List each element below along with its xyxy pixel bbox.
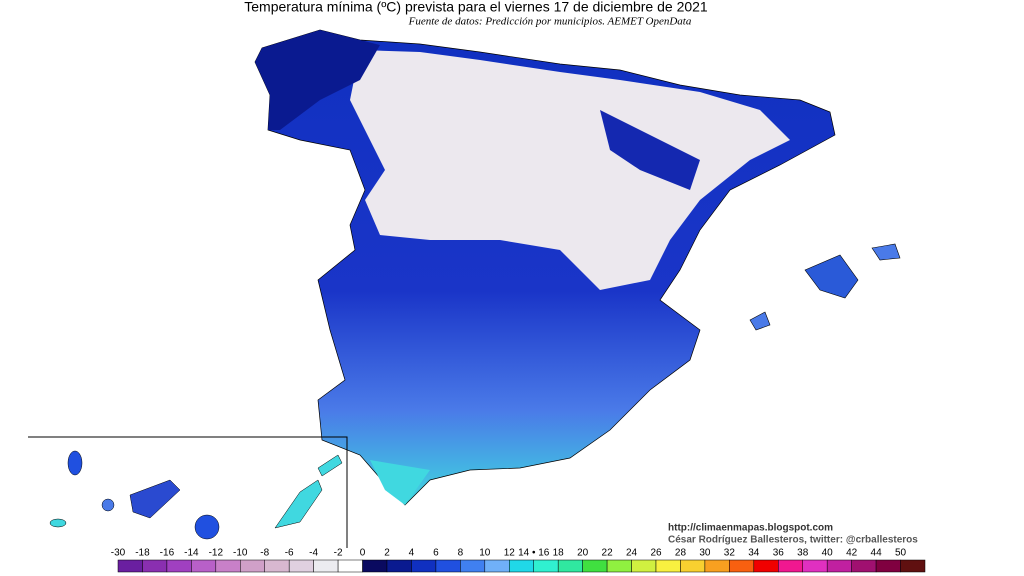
legend-swatch [533, 559, 559, 573]
legend-swatch [557, 559, 583, 573]
legend-swatch [631, 559, 657, 573]
legend-label: 18 [553, 548, 565, 559]
legend-swatch [655, 559, 681, 573]
legend-swatch [411, 559, 437, 573]
legend-swatch [606, 559, 632, 573]
legend-label: 2 [384, 548, 390, 559]
title: Temperatura mínima (ºC) prevista para el… [244, 0, 708, 15]
legend-label: 10 [479, 548, 491, 559]
legend-label: 20 [577, 548, 589, 559]
legend-swatch [900, 559, 926, 573]
legend-swatch [288, 559, 314, 573]
legend-label: 24 [626, 548, 638, 559]
legend-label: -2 [334, 548, 343, 559]
spain-map [254, 29, 901, 506]
legend-swatch [215, 559, 241, 573]
canary-inset [28, 436, 348, 548]
legend-swatch [435, 559, 461, 573]
legend-label: 4 [409, 548, 415, 559]
legend-label: -16 [160, 548, 175, 559]
legend-swatch [362, 559, 388, 573]
legend-label: 38 [797, 548, 809, 559]
legend-swatch [753, 559, 779, 573]
legend-swatch [704, 559, 730, 573]
legend-label: 8 [458, 548, 464, 559]
legend-label: 32 [724, 548, 736, 559]
legend-label: -8 [260, 548, 269, 559]
legend-label: 36 [773, 548, 785, 559]
legend-swatch [264, 559, 290, 573]
legend-label: 40 [822, 548, 834, 559]
legend-label: 26 [650, 548, 662, 559]
legend-label: -12 [209, 548, 224, 559]
legend-swatch [680, 559, 706, 573]
credit-url: http://climaenmapas.blogspot.com [668, 523, 833, 534]
legend-label: 0 [360, 548, 366, 559]
legend-swatch [826, 559, 852, 573]
legend-swatch [460, 559, 486, 573]
legend-swatch [802, 559, 828, 573]
legend-swatch [484, 559, 510, 573]
subtitle: Fuente de datos: Predicción por municipi… [408, 16, 692, 28]
legend-swatch [582, 559, 608, 573]
legend-label: 34 [748, 548, 760, 559]
legend-swatch [509, 559, 534, 573]
legend-swatch [313, 559, 339, 573]
legend-label: 28 [675, 548, 687, 559]
legend-swatch [875, 559, 901, 573]
legend-swatch [729, 559, 755, 573]
legend-swatch [166, 559, 192, 573]
legend-swatch [117, 559, 143, 573]
legend-swatch [851, 559, 877, 573]
color-legend: -30 -18 -16 -14 -12 -10 -8 -6 -4 -2 0 2 4 6 8 10 12 14 • … [111, 548, 926, 573]
legend-swatch [386, 559, 412, 573]
legend-label: -10 [233, 548, 248, 559]
legend-label: -18 [135, 548, 150, 559]
legend-swatch [240, 559, 265, 573]
legend-label: 42 [846, 548, 858, 559]
credit-author: César Rodríguez Ballesteros, twitter: @c… [668, 535, 918, 546]
legend-swatch [191, 559, 217, 573]
legend-swatch [142, 559, 168, 573]
legend-label: 30 [699, 548, 711, 559]
legend-label: -4 [309, 548, 318, 559]
legend-label: -6 [285, 548, 294, 559]
legend-label: 14 • 16 [518, 548, 550, 559]
legend-label: 12 [504, 548, 516, 559]
legend-swatch [778, 559, 803, 573]
legend-label: 50 [895, 548, 907, 559]
legend-swatch [337, 559, 363, 573]
legend-label: 6 [433, 548, 439, 559]
legend-label: -30 [111, 548, 126, 559]
legend-label: 22 [602, 548, 614, 559]
legend-label: -14 [184, 548, 199, 559]
legend-label: 44 [871, 548, 883, 559]
